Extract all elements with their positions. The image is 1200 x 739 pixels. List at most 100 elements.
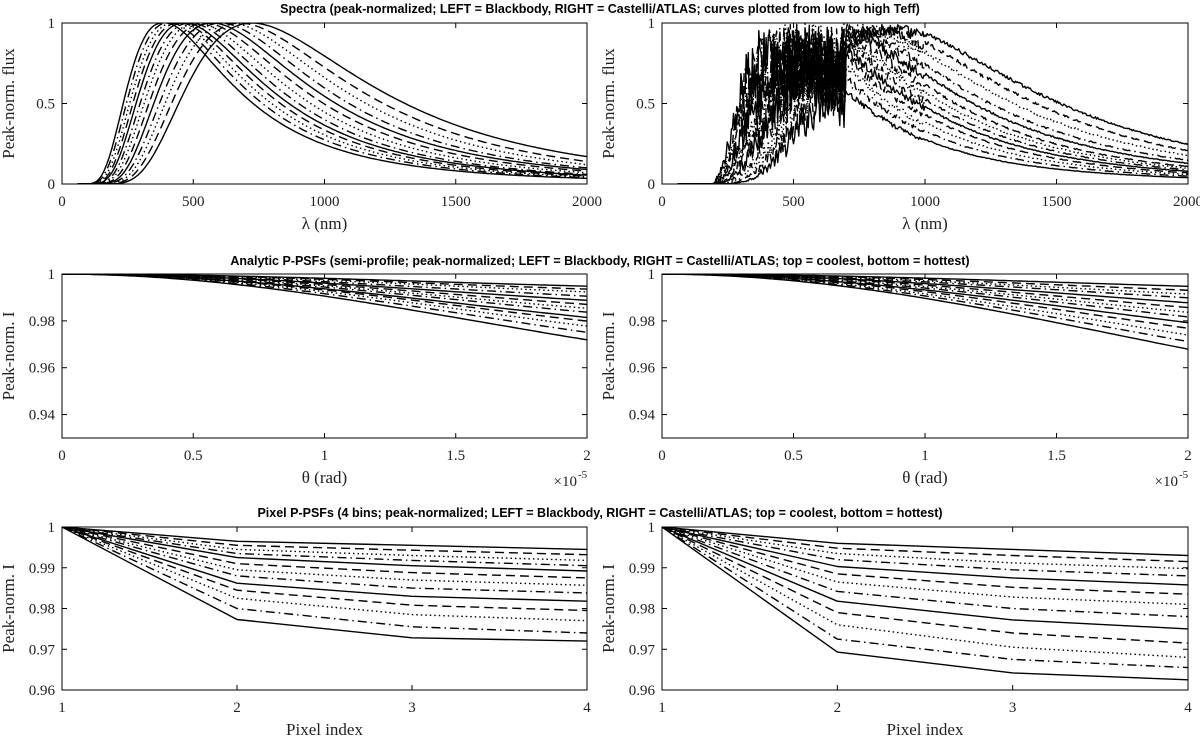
series-line-5 — [77, 23, 587, 184]
y-tick-label: 0 — [648, 177, 656, 193]
y-tick-label: 0.96 — [629, 361, 656, 377]
y-tick-label: 0.97 — [29, 642, 56, 658]
x-tick-label: 1500 — [441, 194, 471, 210]
x-axis-label: Pixel index — [286, 720, 363, 739]
x-tick-label: 2 — [233, 700, 241, 716]
y-tick-label: 0.98 — [629, 314, 655, 330]
x-exponent-label: ×10 — [554, 474, 577, 490]
x-tick-label: 4 — [583, 700, 591, 716]
y-tick-label: 0.94 — [629, 408, 656, 424]
x-tick-label: 1 — [921, 448, 929, 464]
series-line-6 — [662, 274, 1188, 309]
axes-frame — [661, 526, 1189, 691]
x-tick-label: 0.5 — [784, 448, 803, 464]
y-tick-label: 0.96 — [629, 683, 656, 699]
chart-analytic-blackbody: 0 0.5 1 1.5 2 0.94 0.96 0.98 1 θ (rad) Peak-norm. … — [0, 267, 591, 490]
series-line-10 — [677, 24, 1188, 184]
series-line-4 — [62, 527, 587, 567]
series-group — [662, 527, 1188, 681]
x-axis-label: θ (rad) — [302, 468, 347, 487]
series-line-1 — [662, 527, 1188, 557]
axes-frame — [661, 22, 1189, 185]
y-axis-label: Peak-norm. I — [599, 311, 618, 400]
x-tick-label: 0 — [658, 194, 666, 210]
series-line-11 — [677, 24, 1188, 184]
y-tick-label: 0.98 — [29, 602, 55, 618]
x-tick-label: 2 — [1184, 448, 1192, 464]
series-line-11 — [662, 274, 1188, 336]
y-tick-label: 0.98 — [629, 602, 655, 618]
series-line-9 — [62, 527, 587, 602]
x-axis-label: Pixel index — [887, 720, 964, 739]
x-axis-label: θ (rad) — [902, 468, 947, 487]
series-group — [677, 23, 1188, 184]
series-line-2 — [62, 527, 587, 556]
y-tick-label: 0.96 — [29, 361, 56, 377]
x-tick-label: 1000 — [310, 194, 340, 210]
series-line-8 — [677, 23, 1188, 184]
series-line-13 — [62, 527, 587, 642]
x-tick-label: 1 — [321, 448, 329, 464]
series-group — [77, 23, 587, 184]
series-line-8 — [662, 527, 1188, 618]
x-tick-label: 0 — [658, 448, 666, 464]
y-axis-label: Peak-norm. I — [0, 311, 18, 400]
y-tick-label: 0.99 — [29, 561, 55, 577]
y-tick-label: 1 — [648, 520, 656, 536]
series-line-4 — [677, 23, 1188, 184]
series-line-13 — [677, 30, 1188, 184]
series-line-3 — [62, 274, 587, 293]
x-tick-label: 500 — [782, 194, 805, 210]
axes-frame — [61, 526, 588, 691]
x-tick-label: 0 — [58, 194, 66, 210]
y-tick-label: 0.97 — [629, 642, 656, 658]
x-exponent-power: -5 — [578, 469, 588, 481]
x-tick-label: 2 — [583, 448, 591, 464]
series-line-8 — [77, 23, 587, 184]
series-line-9 — [77, 23, 587, 184]
series-line-7 — [77, 23, 587, 184]
series-line-12 — [662, 527, 1188, 669]
chart-analytic-castelli: 0 0.5 1 1.5 2 0.94 0.96 0.98 1 θ (rad) Peak-norm. … — [599, 267, 1192, 490]
x-tick-label: 0.5 — [184, 448, 203, 464]
series-line-5 — [677, 26, 1188, 184]
series-line-7 — [62, 274, 587, 309]
series-line-5 — [62, 527, 587, 572]
series-line-8 — [62, 527, 587, 594]
series-line-11 — [77, 23, 587, 184]
series-group — [662, 274, 1188, 350]
x-tick-label: 2000 — [1173, 194, 1200, 210]
y-axis-label: Peak-norm. I — [0, 564, 18, 653]
x-tick-label: 2 — [834, 700, 842, 716]
chart-pixel-blackbody: 1 2 3 4 0.96 0.97 0.98 0.99 1 Pixel index Peak-nor… — [0, 520, 591, 739]
series-line-12 — [62, 527, 587, 634]
x-tick-label: 1.5 — [446, 448, 465, 464]
series-line-1 — [77, 23, 587, 184]
x-tick-label: 3 — [408, 700, 416, 716]
series-line-9 — [662, 527, 1188, 630]
x-tick-label: 1000 — [910, 194, 940, 210]
y-axis-label: Peak-norm. I — [599, 564, 618, 653]
series-line-4 — [77, 23, 587, 184]
series-line-3 — [662, 527, 1188, 570]
series-line-13 — [662, 274, 1188, 350]
series-line-6 — [677, 26, 1188, 184]
y-tick-label: 0.96 — [29, 683, 56, 699]
row-title-pixel: Pixel P-PSFs (4 bins; peak-normalized; L… — [257, 506, 942, 520]
series-line-1 — [677, 24, 1188, 184]
series-line-6 — [62, 527, 587, 579]
x-tick-label: 0 — [58, 448, 66, 464]
row-title-spectra: Spectra (peak-normalized; LEFT = Blackbo… — [280, 2, 920, 16]
y-tick-label: 0 — [48, 177, 56, 193]
x-tick-label: 500 — [182, 194, 205, 210]
series-line-1 — [62, 527, 587, 551]
x-exponent-label: ×10 — [1155, 474, 1178, 490]
series-line-10 — [62, 527, 587, 612]
y-tick-label: 1 — [48, 520, 56, 536]
x-tick-label: 2000 — [572, 194, 602, 210]
chart-spectra-castelli: 0 500 1000 1500 2000 0 0.5 1 λ (nm) Peak-norm. fl… — [599, 16, 1200, 233]
y-tick-label: 0.94 — [29, 408, 56, 424]
series-group — [62, 274, 587, 341]
